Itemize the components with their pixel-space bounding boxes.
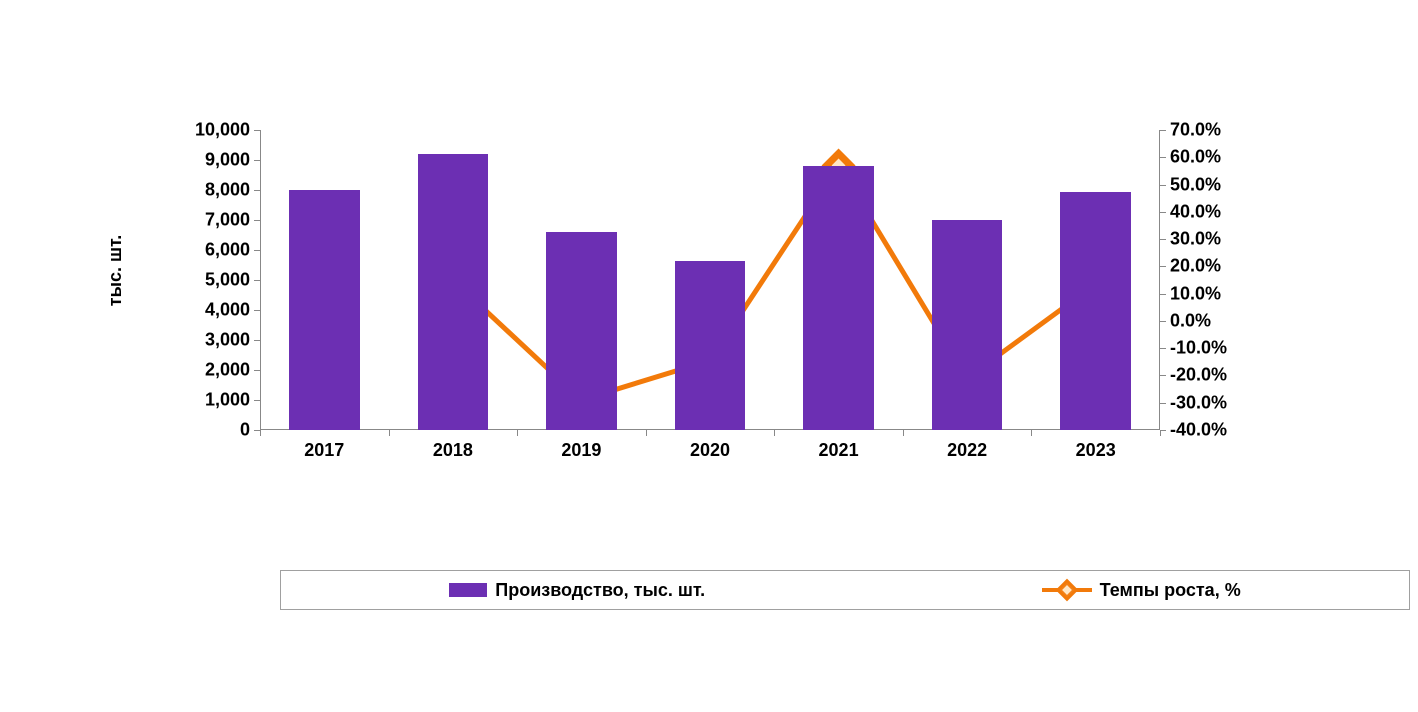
x-tick-mark	[260, 430, 261, 436]
y1-tick-label: 2,000	[150, 360, 250, 381]
y2-tick-label: -20.0%	[1170, 365, 1270, 386]
x-tick-label: 2020	[650, 440, 770, 461]
x-tick-mark	[1031, 430, 1032, 436]
legend-line-swatch	[1042, 580, 1092, 600]
y1-tick-mark	[254, 190, 260, 191]
bar	[803, 166, 874, 430]
bar	[289, 190, 360, 430]
y1-tick-label: 9,000	[150, 150, 250, 171]
y1-tick-label: 7,000	[150, 210, 250, 231]
x-tick-label: 2017	[264, 440, 384, 461]
y1-tick-mark	[254, 370, 260, 371]
y2-tick-label: -10.0%	[1170, 338, 1270, 359]
bar	[675, 261, 746, 431]
y1-tick-mark	[254, 160, 260, 161]
y2-tick-mark	[1160, 266, 1166, 267]
y1-tick-mark	[254, 250, 260, 251]
x-tick-label: 2019	[521, 440, 641, 461]
x-tick-label: 2023	[1036, 440, 1156, 461]
y2-tick-mark	[1160, 212, 1166, 213]
bar	[1060, 192, 1131, 431]
y2-tick-mark	[1160, 130, 1166, 131]
legend-line-label: Темпы роста, %	[1100, 580, 1241, 601]
legend: Производство, тыс. шт. Темпы роста, %	[280, 570, 1410, 610]
y1-tick-label: 3,000	[150, 330, 250, 351]
y2-tick-mark	[1160, 185, 1166, 186]
x-tick-mark	[774, 430, 775, 436]
y2-tick-label: 50.0%	[1170, 174, 1270, 195]
bar	[418, 154, 489, 430]
y1-tick-label: 10,000	[150, 120, 250, 141]
y1-axis-label: тыс. шт.	[105, 235, 126, 306]
y2-tick-mark	[1160, 294, 1166, 295]
x-tick-mark	[517, 430, 518, 436]
y1-tick-mark	[254, 130, 260, 131]
y1-tick-label: 8,000	[150, 180, 250, 201]
y2-tick-label: 40.0%	[1170, 201, 1270, 222]
y2-tick-label: -30.0%	[1170, 392, 1270, 413]
y2-tick-label: 20.0%	[1170, 256, 1270, 277]
legend-bar-swatch	[449, 583, 487, 597]
x-tick-label: 2018	[393, 440, 513, 461]
y2-tick-mark	[1160, 321, 1166, 322]
y1-tick-mark	[254, 310, 260, 311]
x-tick-mark	[646, 430, 647, 436]
x-tick-mark	[903, 430, 904, 436]
x-tick-label: 2021	[779, 440, 899, 461]
y1-tick-mark	[254, 280, 260, 281]
y2-tick-label: 0.0%	[1170, 310, 1270, 331]
y2-tick-mark	[1160, 375, 1166, 376]
legend-bar-label: Производство, тыс. шт.	[495, 580, 705, 601]
y2-tick-label: -40.0%	[1170, 420, 1270, 441]
chart-container: тыс. шт. 01,0002,0003,0004,0005,0006,000…	[140, 100, 1270, 520]
y1-tick-label: 1,000	[150, 390, 250, 411]
y1-tick-mark	[254, 400, 260, 401]
y2-tick-label: 10.0%	[1170, 283, 1270, 304]
y1-tick-mark	[254, 220, 260, 221]
y2-tick-label: 60.0%	[1170, 147, 1270, 168]
legend-item-bars: Производство, тыс. шт.	[449, 580, 705, 601]
plot-area: 01,0002,0003,0004,0005,0006,0007,0008,00…	[260, 130, 1160, 430]
bar	[546, 232, 617, 430]
y2-axis-line	[1159, 130, 1160, 430]
y1-axis-line	[260, 130, 261, 430]
y2-tick-label: 70.0%	[1170, 120, 1270, 141]
bar	[932, 220, 1003, 430]
y1-tick-label: 0	[150, 420, 250, 441]
x-tick-mark	[389, 430, 390, 436]
y1-tick-label: 4,000	[150, 300, 250, 321]
y1-tick-mark	[254, 340, 260, 341]
y1-tick-label: 6,000	[150, 240, 250, 261]
y2-tick-mark	[1160, 239, 1166, 240]
y1-tick-label: 5,000	[150, 270, 250, 291]
legend-item-line: Темпы роста, %	[1042, 580, 1241, 601]
y2-tick-mark	[1160, 403, 1166, 404]
y2-tick-label: 30.0%	[1170, 229, 1270, 250]
x-tick-label: 2022	[907, 440, 1027, 461]
y2-tick-mark	[1160, 348, 1166, 349]
x-tick-mark	[1160, 430, 1161, 436]
y2-tick-mark	[1160, 157, 1166, 158]
